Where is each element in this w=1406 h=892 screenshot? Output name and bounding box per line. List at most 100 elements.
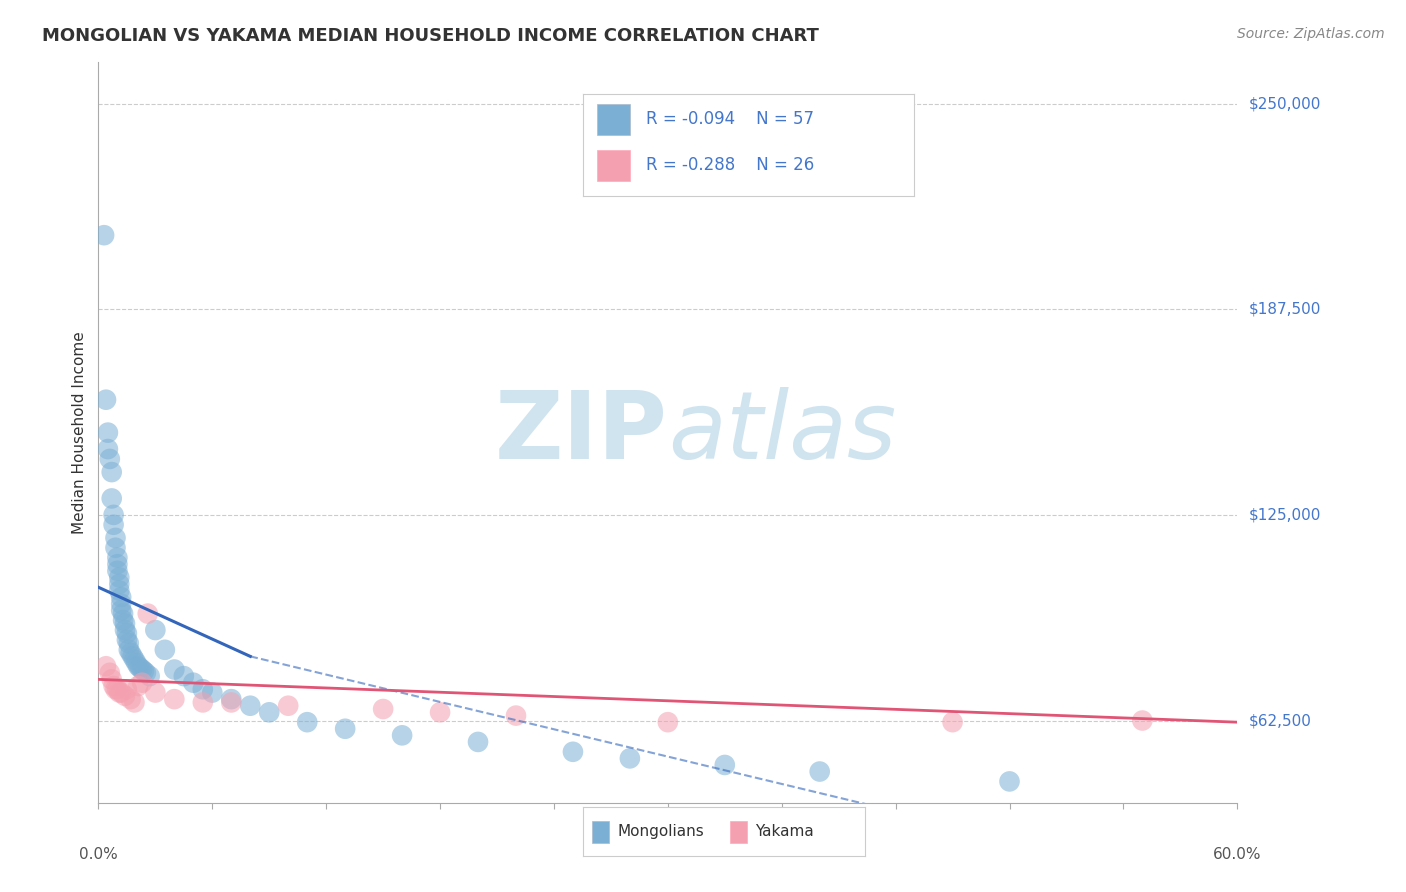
Point — [114, 616, 136, 631]
Text: ZIP: ZIP — [495, 386, 668, 479]
Point — [114, 689, 136, 703]
Point — [110, 597, 132, 611]
Point — [103, 508, 125, 522]
Point — [145, 623, 167, 637]
Point — [115, 626, 138, 640]
Point — [107, 564, 129, 578]
Point — [110, 603, 132, 617]
Point — [127, 679, 149, 693]
Point — [103, 679, 125, 693]
Point — [136, 607, 159, 621]
Point — [98, 665, 121, 680]
Point — [998, 774, 1021, 789]
Point — [100, 491, 122, 506]
Point — [108, 570, 131, 584]
Point — [808, 764, 831, 779]
Point — [173, 669, 195, 683]
Point — [104, 682, 127, 697]
Point — [103, 517, 125, 532]
Point — [183, 675, 205, 690]
Point — [98, 452, 121, 467]
Point — [131, 663, 153, 677]
Point — [97, 442, 120, 456]
Point — [121, 649, 143, 664]
Text: Source: ZipAtlas.com: Source: ZipAtlas.com — [1237, 27, 1385, 41]
Text: R = -0.288    N = 26: R = -0.288 N = 26 — [647, 156, 814, 175]
Point — [371, 702, 394, 716]
Point — [115, 632, 138, 647]
Point — [107, 558, 129, 572]
Point — [104, 531, 127, 545]
Point — [429, 706, 451, 720]
Point — [619, 751, 641, 765]
Point — [163, 692, 186, 706]
Point — [239, 698, 262, 713]
Point — [277, 698, 299, 713]
Point — [221, 692, 243, 706]
Point — [505, 708, 527, 723]
Point — [259, 706, 281, 720]
Point — [110, 685, 132, 699]
Point — [100, 673, 122, 687]
Text: $250,000: $250,000 — [1249, 96, 1320, 112]
Bar — [592, 821, 609, 843]
Text: $62,500: $62,500 — [1249, 713, 1312, 728]
Point — [94, 659, 117, 673]
Point — [107, 550, 129, 565]
Text: R = -0.094    N = 57: R = -0.094 N = 57 — [647, 111, 814, 128]
Point — [115, 682, 138, 697]
Point — [145, 685, 167, 699]
Text: MONGOLIAN VS YAKAMA MEDIAN HOUSEHOLD INCOME CORRELATION CHART: MONGOLIAN VS YAKAMA MEDIAN HOUSEHOLD INC… — [42, 27, 820, 45]
Point — [138, 669, 160, 683]
Point — [118, 642, 141, 657]
Text: Yakama: Yakama — [755, 824, 814, 839]
Point — [221, 695, 243, 709]
Point — [120, 692, 142, 706]
Point — [104, 541, 127, 555]
Point — [124, 653, 146, 667]
Point — [127, 659, 149, 673]
Y-axis label: Median Household Income: Median Household Income — [72, 331, 87, 534]
Point — [118, 636, 141, 650]
Point — [94, 392, 117, 407]
Point — [135, 665, 157, 680]
Point — [297, 715, 319, 730]
Point — [335, 722, 357, 736]
Text: Mongolians: Mongolians — [617, 824, 704, 839]
Point — [110, 590, 132, 604]
Point — [125, 656, 148, 670]
Point — [714, 758, 737, 772]
Point — [191, 695, 214, 709]
Point — [112, 613, 135, 627]
Point — [163, 663, 186, 677]
Point — [201, 685, 224, 699]
Point — [132, 664, 155, 678]
Point — [100, 465, 122, 479]
Point — [108, 583, 131, 598]
Point — [467, 735, 489, 749]
Text: 60.0%: 60.0% — [1213, 847, 1261, 863]
Point — [391, 728, 413, 742]
Text: $187,500: $187,500 — [1249, 301, 1320, 317]
Point — [120, 646, 142, 660]
Point — [112, 607, 135, 621]
Point — [97, 425, 120, 440]
Point — [124, 695, 146, 709]
Point — [942, 715, 965, 730]
Bar — [730, 821, 747, 843]
Point — [93, 228, 115, 243]
Point — [1132, 714, 1154, 728]
Bar — [596, 104, 630, 135]
Point — [191, 682, 214, 697]
Point — [657, 715, 679, 730]
Point — [108, 577, 131, 591]
Point — [562, 745, 585, 759]
Point — [108, 685, 131, 699]
Bar — [596, 150, 630, 181]
Point — [114, 623, 136, 637]
Point — [129, 661, 152, 675]
Point — [153, 642, 176, 657]
Text: 0.0%: 0.0% — [79, 847, 118, 863]
Text: atlas: atlas — [668, 387, 896, 478]
Point — [131, 675, 153, 690]
